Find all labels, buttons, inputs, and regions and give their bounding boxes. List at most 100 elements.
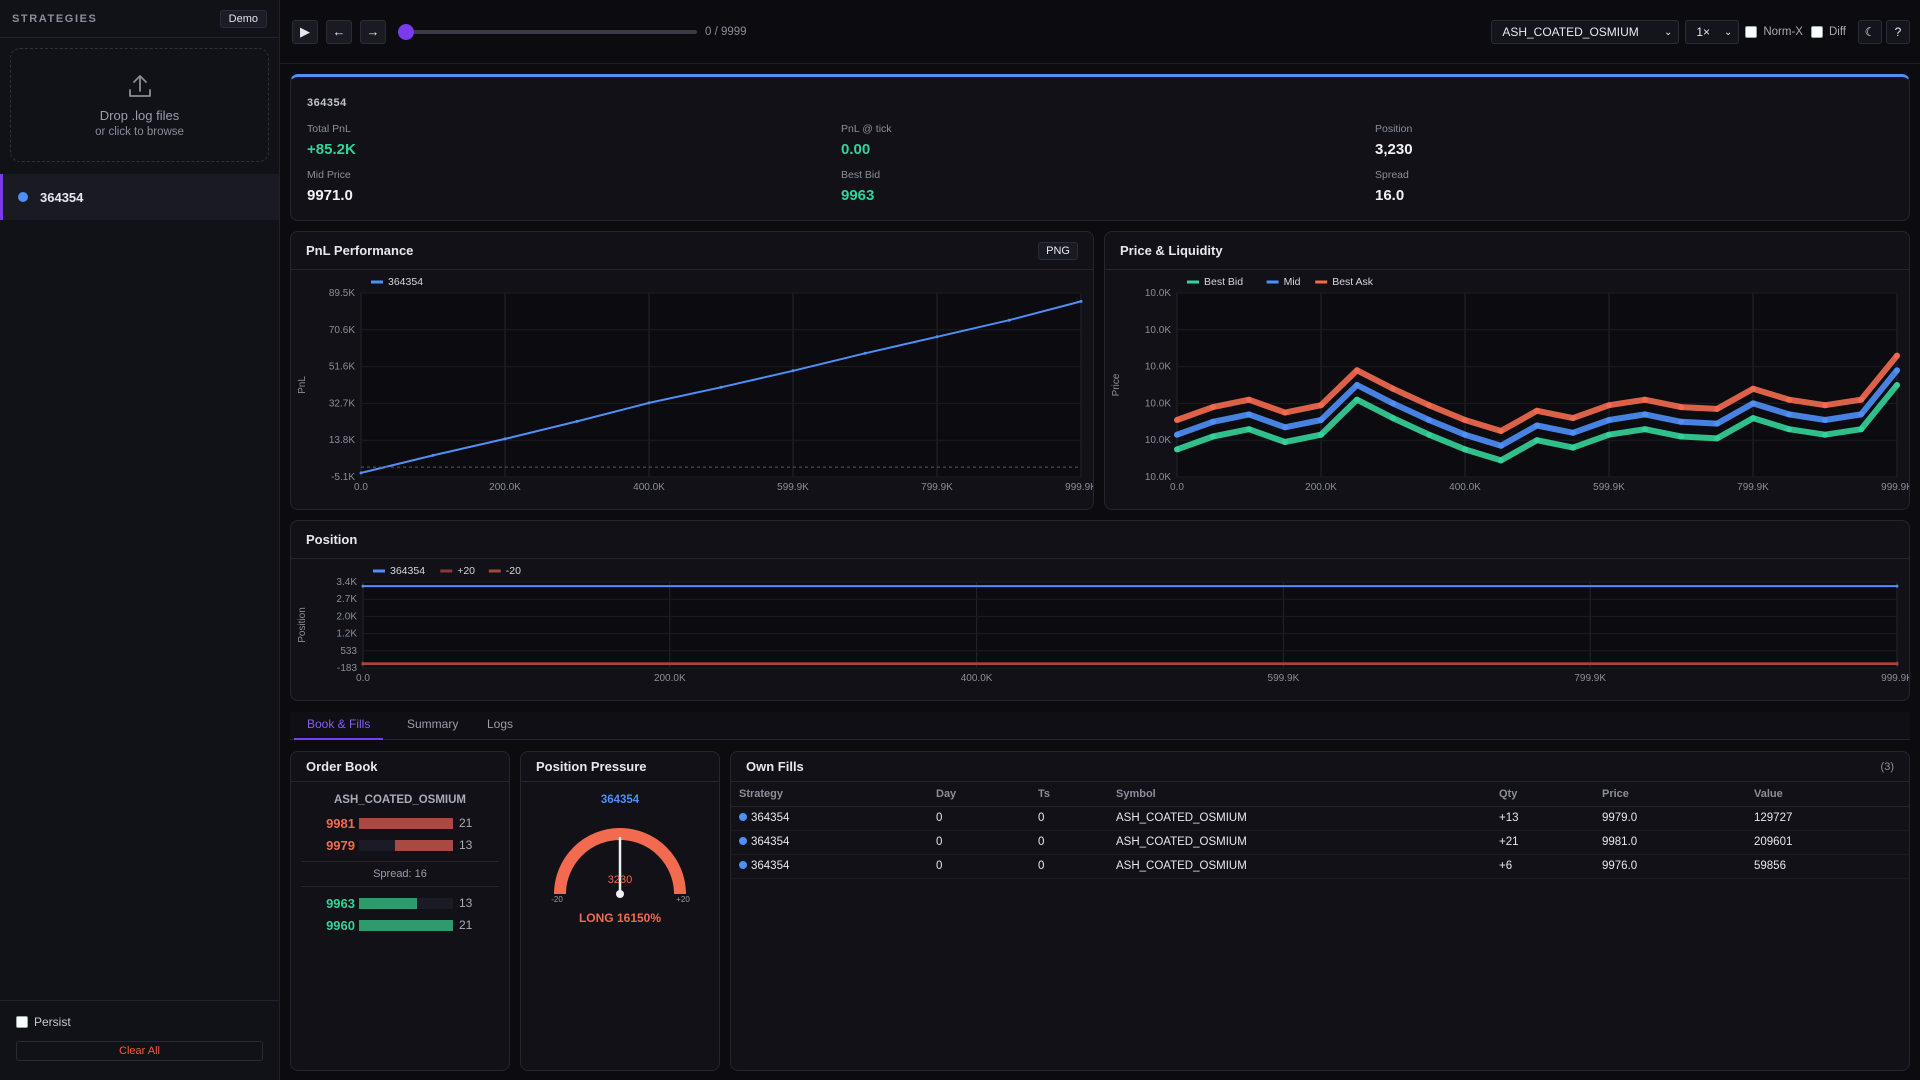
- data-point: [1246, 411, 1252, 418]
- y-tick-label: 10.0K: [1145, 435, 1171, 446]
- table-row[interactable]: 364354 0 0 ASH_COATED_OSMIUM +6 9976.0 5…: [731, 854, 1909, 879]
- x-tick-label: 0.0: [356, 673, 370, 684]
- order-book-title: Order Book: [306, 759, 378, 774]
- symbol-select[interactable]: ASH_COATED_OSMIUM ⌄: [1491, 20, 1680, 44]
- diff-label: Diff: [1828, 26, 1846, 38]
- table-row[interactable]: 364354 0 0 ASH_COATED_OSMIUM +13 9979.0 …: [731, 806, 1909, 831]
- stats-strategy-id: 364354: [307, 97, 347, 109]
- position-stat: Position 3,230: [1375, 123, 1413, 158]
- data-point: [1354, 396, 1360, 403]
- data-point: [719, 385, 723, 389]
- x-tick-label: 0.0: [354, 482, 368, 493]
- slider-handle[interactable]: [398, 23, 414, 40]
- bottom-tabs: Book & Fills Summary Logs: [290, 712, 1910, 740]
- play-button[interactable]: ▶: [292, 19, 318, 44]
- data-point: [1174, 431, 1180, 438]
- step-forward-button[interactable]: →: [360, 19, 386, 44]
- data-point: [1570, 415, 1576, 422]
- position-chart[interactable]: 0.0 200.0K 400.0K 599.9K 799.9K 999.9K 3.4K 2.7…: [291, 559, 1909, 700]
- x-tick-label: 200.0K: [489, 482, 521, 493]
- y-tick-label: 1.2K: [336, 629, 357, 640]
- persist-label: Persist: [34, 1015, 71, 1029]
- speed-select[interactable]: 1× ⌄: [1685, 20, 1740, 44]
- data-point: [1606, 402, 1612, 409]
- data-point: [1462, 446, 1468, 453]
- depth-fill: [394, 839, 453, 851]
- data-point: [1354, 367, 1360, 374]
- data-point: [1642, 396, 1648, 403]
- step-back-button[interactable]: ←: [326, 19, 352, 44]
- fill-day: 0: [928, 854, 1030, 879]
- data-point: [1462, 431, 1468, 438]
- persist-checkbox[interactable]: [16, 1016, 28, 1028]
- sidebar-header: STRATEGIES Demo: [0, 0, 279, 38]
- data-point: [1786, 426, 1793, 433]
- tick-slider[interactable]: [398, 23, 697, 40]
- strategy-color-dot: [739, 861, 747, 869]
- tab-book-fills[interactable]: Book & Fills: [294, 716, 384, 740]
- price-chart[interactable]: 0.0 200.0K 400.0K 599.9K 799.9K 999.9K 10.0K 10…: [1105, 270, 1909, 509]
- depth-bar: [359, 817, 453, 829]
- data-point: [1714, 435, 1721, 442]
- col-strategy[interactable]: Strategy: [731, 782, 928, 807]
- data-point: [1786, 411, 1793, 418]
- data-point: [1570, 444, 1576, 451]
- ask-row: 9981 21: [291, 812, 509, 834]
- mid-price-stat: Mid Price 9971.0: [307, 169, 353, 204]
- fill-strategy: 364354: [731, 830, 928, 855]
- data-point: [1390, 385, 1396, 392]
- tab-logs[interactable]: Logs: [487, 717, 514, 731]
- col-qty[interactable]: Qty: [1491, 782, 1594, 807]
- data-point: [1282, 439, 1288, 445]
- data-point: [1282, 409, 1288, 416]
- y-axis-label: Price: [1111, 373, 1122, 396]
- upload-icon: [128, 75, 151, 97]
- moon-icon[interactable]: ☾: [1858, 20, 1882, 44]
- col-day[interactable]: Day: [928, 782, 1030, 807]
- persist-toggle[interactable]: Persist: [16, 1015, 263, 1029]
- fill-symbol: ASH_COATED_OSMIUM: [1108, 830, 1491, 855]
- y-tick-label: 10.0K: [1145, 362, 1171, 373]
- pnl-chart[interactable]: 0.0 200.0K 400.0K 599.9K 799.9K 999.9K 89.5K 70…: [291, 270, 1093, 509]
- spread-stat: Spread 16.0: [1375, 169, 1409, 204]
- norm-x-toggle[interactable]: Norm-X: [1745, 26, 1803, 38]
- data-point: [1318, 431, 1324, 438]
- data-point: [1534, 407, 1540, 414]
- file-drop-zone[interactable]: Drop .log files or click to browse: [10, 48, 269, 162]
- y-tick-label: 51.6K: [329, 362, 355, 373]
- data-point: [1534, 437, 1540, 444]
- col-price[interactable]: Price: [1594, 782, 1746, 807]
- bid-levels: 9963 13 9960 21: [291, 892, 509, 936]
- data-point: [1894, 367, 1900, 374]
- strategy-item[interactable]: 364354: [0, 174, 279, 220]
- x-tick-label: 599.9K: [1593, 482, 1625, 493]
- norm-x-checkbox[interactable]: [1745, 26, 1758, 38]
- best-bid-stat: Best Bid 9963: [841, 169, 880, 204]
- clear-all-button[interactable]: Clear All: [16, 1041, 263, 1061]
- ask-qty: 13: [459, 838, 473, 852]
- tab-summary[interactable]: Summary: [407, 717, 459, 731]
- playback-toolbar: ▶ ← → 0 / 9999 ASH_COATED_OSMIUM ⌄ 1× ⌄ …: [280, 0, 1920, 64]
- y-axis-label: PnL: [297, 376, 308, 394]
- diff-toggle[interactable]: Diff: [1810, 26, 1846, 38]
- gauge-arc: [554, 828, 686, 895]
- x-tick-label: 799.9K: [1737, 482, 1769, 493]
- fill-strategy: 364354: [731, 854, 928, 879]
- demo-button[interactable]: Demo: [219, 9, 267, 28]
- data-point: [361, 584, 365, 588]
- data-point: [1786, 396, 1793, 403]
- data-point: [1894, 382, 1900, 388]
- col-ts[interactable]: Ts: [1030, 782, 1108, 807]
- data-point: [1174, 446, 1180, 453]
- col-value[interactable]: Value: [1746, 782, 1909, 807]
- col-symbol[interactable]: Symbol: [1108, 782, 1491, 807]
- y-tick-label: 10.0K: [1145, 472, 1171, 483]
- diff-checkbox[interactable]: [1810, 26, 1823, 38]
- png-export-button[interactable]: PNG: [1038, 241, 1078, 260]
- fill-value: 59856: [1746, 854, 1909, 879]
- data-point: [935, 335, 939, 339]
- position-panel: Position 0.0 200.0K 400.0K 599.9K 799.9K 999.…: [290, 520, 1910, 701]
- data-point: [1210, 404, 1216, 411]
- help-button[interactable]: ?: [1886, 20, 1910, 44]
- table-row[interactable]: 364354 0 0 ASH_COATED_OSMIUM +21 9981.0 …: [731, 830, 1909, 855]
